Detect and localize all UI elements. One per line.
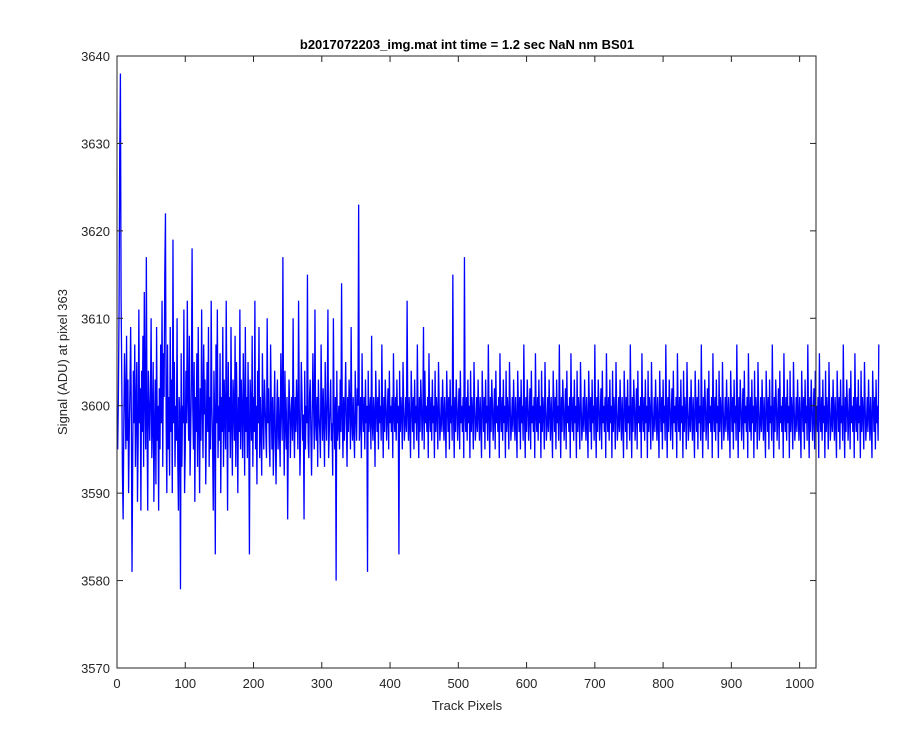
axes-box	[116, 55, 817, 669]
x-tick-label: 200	[243, 676, 265, 691]
x-tick-label: 400	[379, 676, 401, 691]
y-tick-label: 3620	[81, 224, 110, 239]
x-tick-label: 100	[174, 676, 196, 691]
series-line-1	[117, 73, 880, 590]
chart-title: b2017072203_img.mat int time = 1.2 sec N…	[300, 37, 634, 52]
y-tick-label: 3640	[81, 49, 110, 64]
x-tick-label: 1000	[785, 676, 814, 691]
x-tick-label: 800	[652, 676, 674, 691]
axes-background	[117, 56, 816, 668]
x-tick-label: 500	[447, 676, 469, 691]
x-tick-label: 300	[311, 676, 333, 691]
x-tick-label: 700	[584, 676, 606, 691]
y-tick-label: 3570	[81, 661, 110, 676]
y-tick-label: 3600	[81, 399, 110, 414]
y-tick-label: 3590	[81, 486, 110, 501]
y-tick-label: 3630	[81, 136, 110, 151]
x-tick-label: 600	[516, 676, 538, 691]
y-axis-label: Signal (ADU) at pixel 363	[55, 289, 70, 435]
plot-area: 0 100 200 300 400 500 600 700 800 900 1000 3570 3580…	[81, 49, 880, 691]
x-axis-label: Track Pixels	[432, 698, 503, 713]
y-tick-label: 3610	[81, 311, 110, 326]
x-tick-label: 0	[113, 676, 120, 691]
x-tick-label: 900	[721, 676, 743, 691]
y-tick-label: 3580	[81, 574, 110, 589]
